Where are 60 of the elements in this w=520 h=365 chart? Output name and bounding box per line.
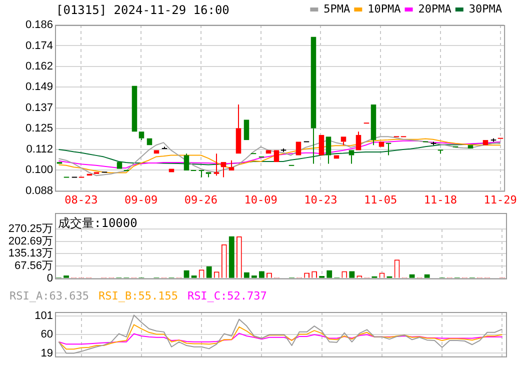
y-tick-label: 101 xyxy=(34,310,53,322)
y-tick-label: 0.112 xyxy=(26,143,53,156)
y-tick-label: 67.56万 xyxy=(14,260,53,272)
y-tick-label: 0 xyxy=(46,272,53,284)
x-tick-label: 09-26 xyxy=(184,193,218,206)
bar xyxy=(244,272,250,278)
y-tick-label: 0.149 xyxy=(25,81,53,94)
candlestick xyxy=(198,170,205,178)
x-tick-label: 11-05 xyxy=(364,193,398,206)
bar xyxy=(349,271,355,278)
y-tick-label: 135.13万 xyxy=(8,248,53,260)
bar xyxy=(64,275,69,278)
candlestick xyxy=(356,131,362,150)
candlestick xyxy=(385,142,392,156)
x-tick-label: 08-23 xyxy=(64,193,98,206)
bar xyxy=(228,236,234,278)
y-tick-label: 0.100 xyxy=(25,164,53,176)
text: RSI_C:52.737 xyxy=(187,289,267,302)
y-tick-label: 0.137 xyxy=(25,102,53,114)
x-tick-label: 10-23 xyxy=(304,193,338,206)
candlestick xyxy=(310,36,316,164)
chart-title: 成交量:10000 xyxy=(58,215,138,232)
y-tick-label: 270.25万 xyxy=(8,223,53,236)
candlestick xyxy=(214,153,220,176)
candlestick xyxy=(236,104,242,154)
bar xyxy=(251,275,257,278)
candlestick xyxy=(348,150,354,164)
candlestick xyxy=(340,136,346,146)
candlestick xyxy=(326,136,332,164)
candlestick xyxy=(228,160,234,170)
y-tick-label: 202.69万 xyxy=(8,235,53,248)
legend-label: 10PMA xyxy=(368,2,402,16)
legend-label: 5PMA xyxy=(324,2,351,16)
candlestick xyxy=(370,104,376,146)
y-tick-label: 0.174 xyxy=(25,40,53,52)
bar xyxy=(326,270,332,278)
x-tick-label: 10-09 xyxy=(244,193,278,206)
y-tick-label: 19 xyxy=(40,347,53,360)
text: RSI_A:63.635 xyxy=(10,289,89,302)
bar xyxy=(259,271,264,278)
y-tick-label: 0.125 xyxy=(25,122,53,135)
x-tick-label: 09-09 xyxy=(124,193,158,206)
bar xyxy=(184,270,190,278)
chart-title: [01315] 2024-11-29 16:00 xyxy=(56,3,230,17)
candlestick xyxy=(184,153,190,170)
candlestick xyxy=(220,162,226,178)
bar xyxy=(409,274,415,278)
legend-label: 30PMA xyxy=(468,2,502,16)
bar xyxy=(206,266,212,278)
y-tick-label: 0.186 xyxy=(25,19,53,32)
bar xyxy=(424,274,430,278)
text: RSI_B:55.155 xyxy=(98,289,178,302)
y-tick-label: 60 xyxy=(40,328,53,341)
x-tick-label: 11-18 xyxy=(424,193,458,206)
y-tick-label: 0.088 xyxy=(25,184,53,197)
candlestick xyxy=(206,172,212,178)
x-tick-label: 11-29 xyxy=(484,193,517,206)
bar xyxy=(191,275,197,278)
legend-label: 20PMA xyxy=(418,2,452,16)
y-tick-label: 0.162 xyxy=(25,60,53,72)
